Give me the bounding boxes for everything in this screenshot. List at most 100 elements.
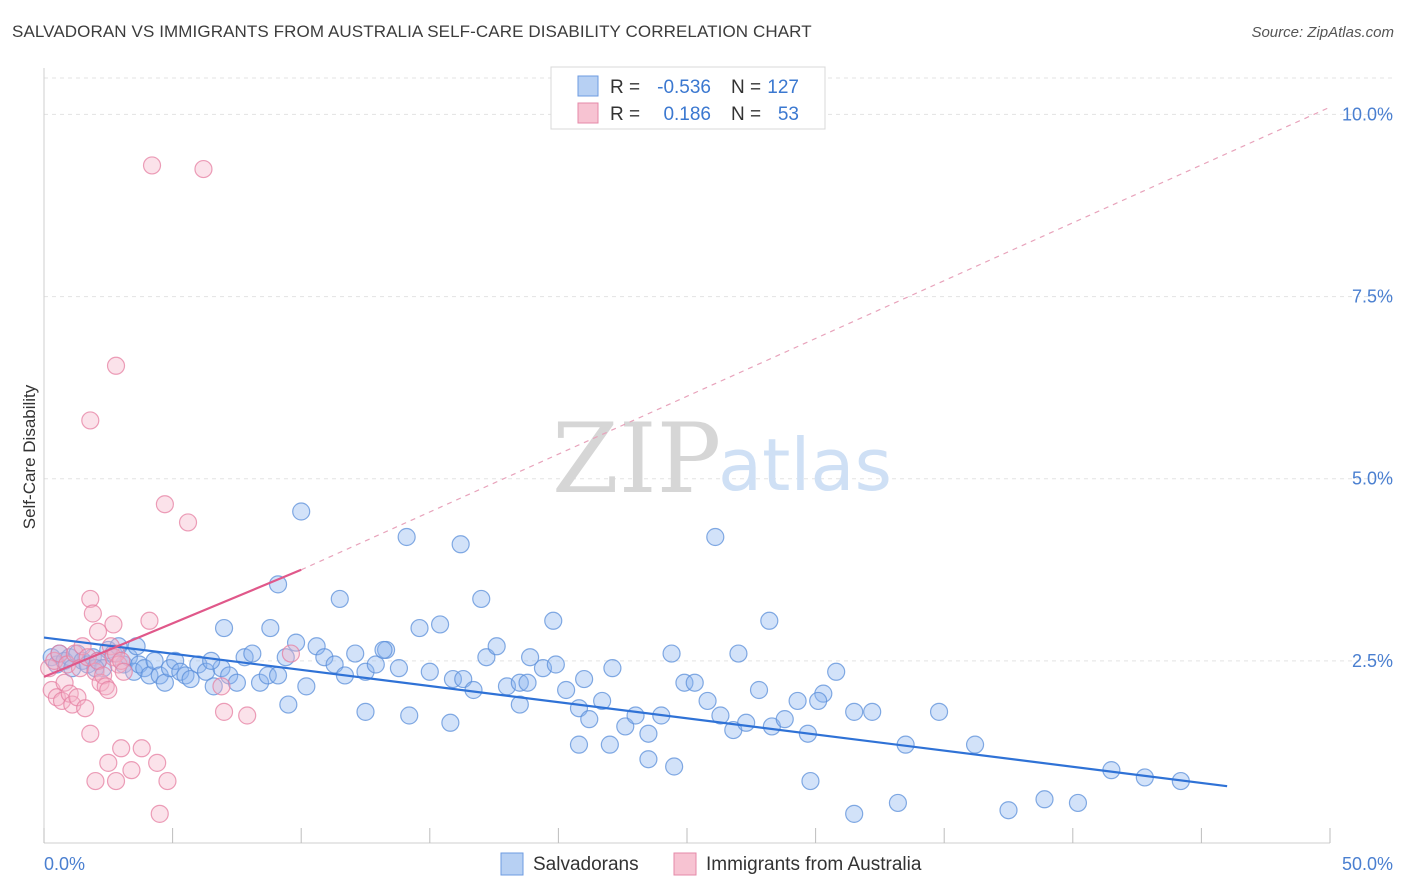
point-salvadorans [639, 724, 658, 743]
point-salvadorans [430, 615, 450, 634]
point-australia [86, 771, 105, 791]
point-australia [99, 753, 118, 772]
y-tick-label: 2.5% [1352, 651, 1393, 671]
point-salvadorans [261, 618, 280, 638]
point-salvadorans [569, 735, 589, 754]
point-australia [112, 739, 131, 758]
point-australia [194, 159, 213, 179]
y-tick-label: 7.5% [1352, 287, 1393, 307]
point-australia [148, 753, 167, 772]
point-salvadorans [888, 793, 908, 813]
y-tick-label: 5.0% [1352, 469, 1393, 489]
point-australia [214, 702, 234, 721]
point-australia [140, 611, 159, 630]
tick-labels: 2.5% 5.0% 7.5% 10.0% 0.0% 50.0% [44, 104, 1393, 874]
point-salvadorans [243, 644, 262, 663]
point-salvadorans [544, 611, 563, 630]
series-legend-label-salvadorans: Salvadorans [533, 854, 639, 875]
point-salvadorans [603, 659, 622, 678]
point-salvadorans [665, 757, 684, 776]
point-salvadorans [1035, 790, 1054, 809]
point-salvadorans [487, 637, 506, 656]
watermark-atlas: atlas [718, 423, 892, 507]
point-australia [106, 356, 126, 375]
point-salvadorans [557, 680, 576, 700]
point-salvadorans [330, 589, 349, 609]
correlation-legend: R = -0.536 N = 127 R = 0.186 N = 53 [550, 66, 826, 130]
legend-r-value-1: -0.536 [657, 77, 711, 98]
point-salvadorans [521, 648, 540, 667]
point-australia [132, 739, 151, 758]
point-salvadorans [593, 691, 612, 711]
point-australia [114, 662, 133, 681]
axes [43, 68, 1331, 844]
point-salvadorans [685, 673, 704, 692]
point-salvadorans [845, 804, 864, 823]
point-salvadorans [366, 655, 385, 674]
point-salvadorans [443, 669, 463, 689]
legend-r-value-2: 0.186 [663, 104, 711, 125]
point-salvadorans [420, 662, 439, 681]
point-australia [281, 644, 301, 663]
point-salvadorans [202, 651, 221, 670]
point-salvadorans [863, 702, 882, 721]
legend-n-value-1: 127 [767, 77, 799, 98]
x-tick-label-max: 50.0% [1342, 854, 1393, 874]
point-salvadorans [374, 640, 393, 660]
point-australia [52, 691, 72, 711]
point-australia [55, 673, 74, 692]
watermark-zip: ZIP [552, 403, 721, 515]
series-legend: Salvadorans Immigrants from Australia [500, 852, 922, 876]
point-salvadorans [389, 659, 409, 678]
point-salvadorans [1068, 793, 1088, 813]
point-australia [81, 411, 100, 430]
trend-line-salvadorans [43, 636, 1228, 788]
point-salvadorans [801, 771, 820, 791]
point-salvadorans [356, 702, 375, 721]
y-axis-label: Self-Care Disability [20, 384, 39, 529]
point-salvadorans [737, 713, 756, 732]
point-australia [76, 699, 95, 718]
series-legend-swatch-salvadorans [500, 852, 524, 876]
point-salvadorans [397, 527, 416, 547]
point-australia [81, 589, 100, 609]
legend-swatch-australia [577, 102, 599, 124]
point-salvadorans [258, 666, 277, 685]
point-salvadorans [580, 710, 599, 729]
point-australia [83, 604, 102, 623]
point-salvadorans [626, 706, 645, 725]
point-australia [178, 513, 198, 532]
point-salvadorans [760, 611, 779, 630]
point-salvadorans [929, 702, 949, 721]
point-salvadorans [809, 691, 828, 711]
point-salvadorans [292, 502, 311, 521]
series-legend-swatch-australia [673, 852, 697, 876]
point-salvadorans [279, 695, 298, 714]
point-salvadorans [965, 735, 985, 754]
point-salvadorans [698, 691, 717, 711]
trend-lines [43, 106, 1331, 788]
legend-swatch-salvadorans [577, 75, 599, 97]
point-australia [106, 771, 126, 791]
point-salvadorans [675, 673, 694, 692]
point-australia [142, 156, 162, 175]
point-salvadorans [845, 702, 864, 721]
point-australia [88, 622, 108, 641]
point-salvadorans [214, 618, 234, 638]
legend-r-label-1: R = [610, 77, 640, 98]
point-salvadorans [711, 706, 730, 725]
point-salvadorans [166, 651, 185, 670]
point-salvadorans [546, 655, 565, 674]
point-australia [212, 677, 231, 696]
point-australia [238, 706, 257, 725]
source-label: Source: ZipAtlas.com [1251, 24, 1394, 41]
point-salvadorans [451, 535, 470, 554]
point-salvadorans [297, 677, 316, 696]
watermark: ZIP atlas [552, 403, 892, 515]
trend-line-australia [43, 568, 302, 678]
point-australia [155, 495, 174, 514]
point-australia [112, 651, 131, 670]
point-salvadorans [315, 648, 334, 667]
point-australia [158, 771, 177, 791]
